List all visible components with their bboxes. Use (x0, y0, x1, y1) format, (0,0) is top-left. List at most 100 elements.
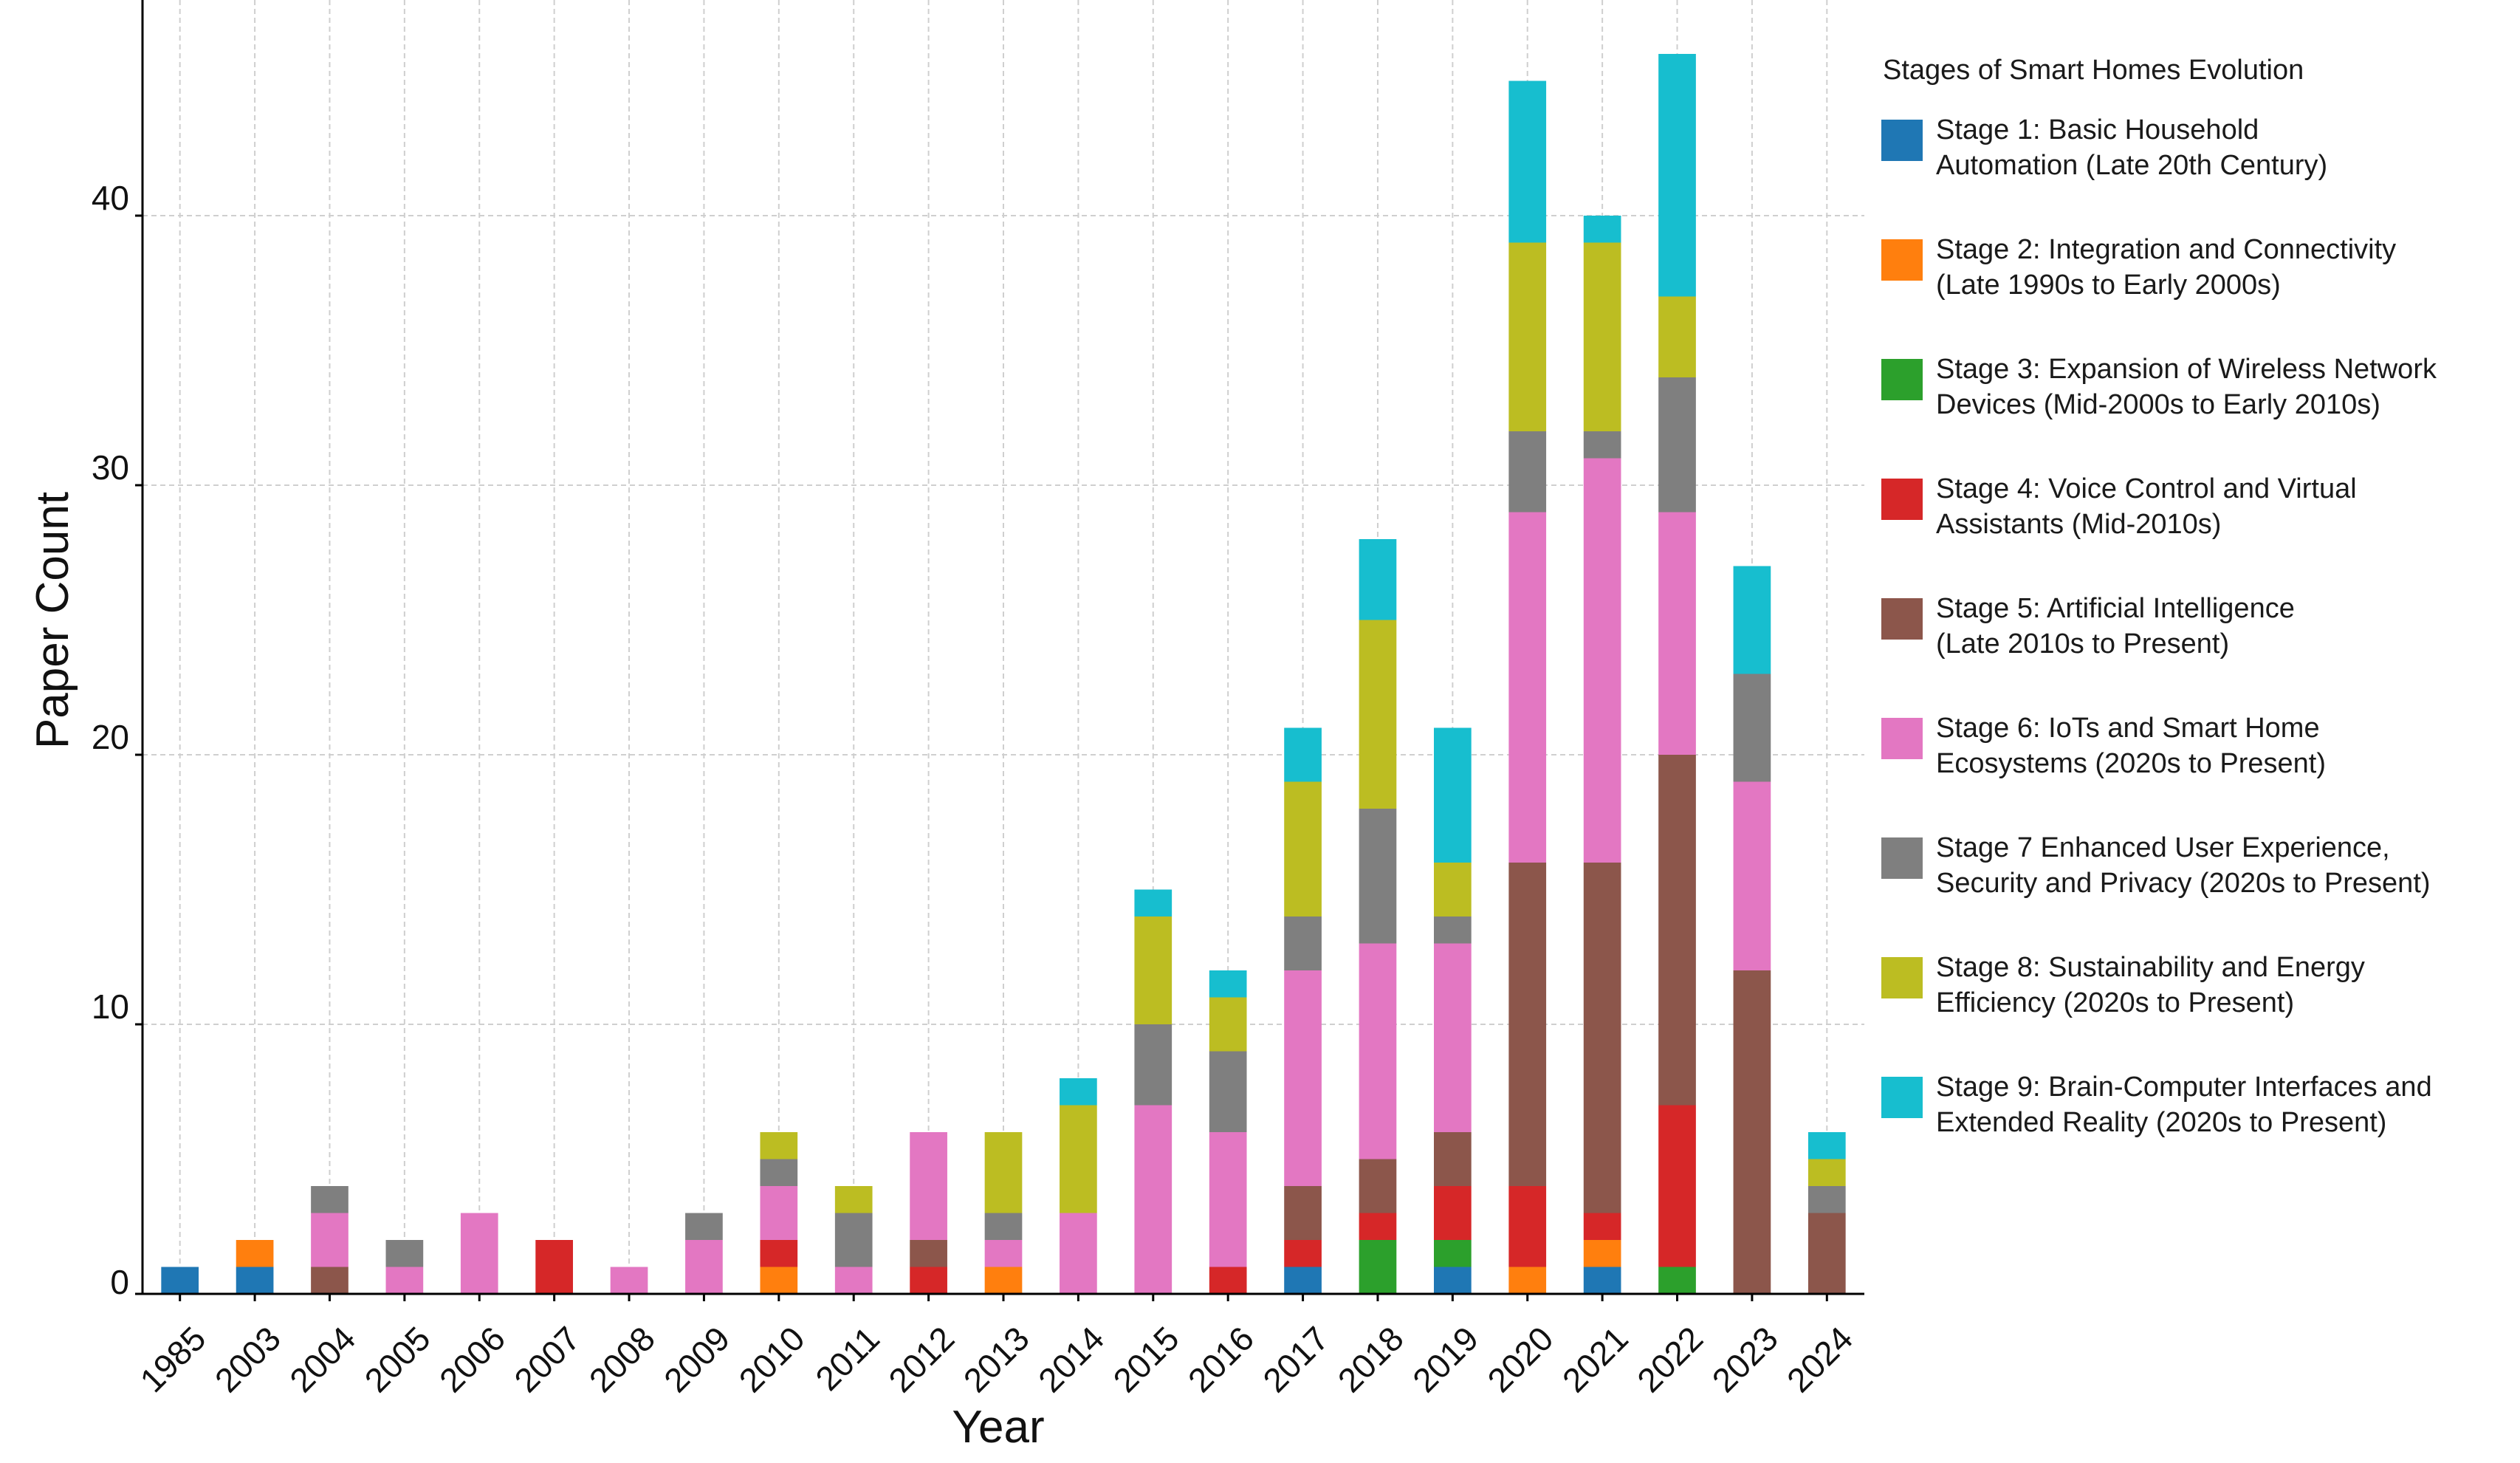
bar-segment (1434, 1186, 1472, 1240)
bar-segment (1359, 943, 1397, 1159)
bar-segment (1359, 1240, 1397, 1294)
x-tick-label: 2020 (1480, 1319, 1560, 1399)
x-tick-label: 2013 (956, 1319, 1037, 1399)
bar-segment (1434, 1267, 1472, 1294)
legend-item: Stage 8: Sustainability and Energy Effic… (1881, 950, 2516, 1069)
bar-segment (1134, 1024, 1173, 1106)
bar-segment (1583, 242, 1621, 431)
bar-segment (1434, 863, 1472, 916)
legend-swatch (1881, 479, 1923, 520)
bar-segment (1434, 1240, 1472, 1267)
x-tick-label: 2003 (207, 1319, 288, 1399)
x-tick-label: 2019 (1405, 1319, 1486, 1399)
bar-segment (1060, 1078, 1097, 1106)
bar-segment (311, 1213, 349, 1267)
bar-segment (385, 1267, 424, 1294)
bar-segment (385, 1240, 424, 1267)
x-tick-label: 2017 (1255, 1319, 1336, 1399)
bar-segment (236, 1267, 274, 1294)
bar-segment (1284, 916, 1322, 970)
legend-swatch (1881, 957, 1923, 998)
bar-segment (1508, 242, 1547, 431)
bar-segment (1434, 727, 1472, 863)
bar-segment (1209, 997, 1247, 1052)
bar-segment (1359, 620, 1397, 809)
legend-swatch (1881, 1077, 1923, 1118)
x-tick-label: 2007 (507, 1319, 587, 1399)
legend-label: Stage 6: IoTs and Smart Home Ecosystems … (1936, 713, 2326, 779)
bar-segment (1284, 1186, 1322, 1240)
y-tick-label: 40 (92, 179, 129, 217)
bar-segment (1658, 296, 1696, 377)
bar-segment (760, 1186, 798, 1240)
legend-label: Stage 5: Artificial Intelligence (Late 2… (1936, 593, 2295, 659)
bar-segment (1209, 1267, 1247, 1294)
x-tick-label: 2011 (808, 1319, 887, 1398)
legend-label: Stage 9: Brain-Computer Interfaces and E… (1936, 1072, 2432, 1138)
bar-segment (1134, 889, 1173, 916)
bar-segment (1658, 1267, 1696, 1294)
bar-segment (910, 1132, 947, 1240)
y-tick-label: 20 (92, 718, 129, 756)
bar-segment (1508, 863, 1547, 1186)
bar-segment (1658, 377, 1696, 513)
x-tick-label: 2024 (1779, 1319, 1860, 1399)
bar-segment (1508, 1186, 1547, 1267)
bar-segment (984, 1132, 1023, 1213)
bar-segment (834, 1267, 873, 1294)
bar-segment (760, 1240, 798, 1267)
bar-segment (1434, 943, 1472, 1132)
bar-segment (1733, 566, 1771, 674)
bar-segment (1658, 54, 1696, 297)
legend-swatch (1881, 837, 1923, 879)
bar-segment (1508, 80, 1547, 243)
bar-segment (1284, 727, 1322, 782)
x-tick-label: 2023 (1705, 1319, 1785, 1399)
bar-segment (1434, 916, 1472, 944)
bar-segment (685, 1213, 723, 1240)
legend-label: Stage 8: Sustainability and Energy Effic… (1936, 952, 2365, 1018)
x-tick-label: 2010 (732, 1319, 812, 1399)
bar-segment (1508, 512, 1547, 863)
bars (161, 54, 1846, 1294)
bar-segment (1733, 781, 1771, 970)
x-tick-label: 2009 (656, 1319, 737, 1399)
bar-segment (1284, 970, 1322, 1186)
x-tick-label: 2014 (1031, 1319, 1111, 1399)
legend-swatch (1881, 359, 1923, 400)
bar-segment (1583, 431, 1621, 459)
legend-swatch (1881, 718, 1923, 759)
legend-item: Stage 9: Brain-Computer Interfaces and E… (1881, 1069, 2516, 1189)
x-tick-label: 2018 (1331, 1319, 1411, 1399)
bar-segment (1733, 674, 1771, 782)
bar-segment (834, 1213, 873, 1267)
bar-segment (1284, 1267, 1322, 1294)
y-tick-label: 30 (92, 448, 129, 487)
y-tick-label: 10 (92, 987, 129, 1026)
bar-segment (1583, 863, 1621, 1213)
legend-item: Stage 4: Voice Control and Virtual Assis… (1881, 471, 2516, 591)
bar-segment (236, 1240, 274, 1267)
legend-label: Stage 1: Basic Household Automation (Lat… (1936, 114, 2328, 181)
bar-segment (1359, 1213, 1397, 1240)
bar-segment (1359, 539, 1397, 620)
legend-item: Stage 1: Basic Household Automation (Lat… (1881, 112, 2516, 232)
bar-segment (1583, 1213, 1621, 1240)
legend-items: Stage 1: Basic Household Automation (Lat… (1881, 112, 2516, 1189)
bar-segment (1508, 1267, 1547, 1294)
bar-segment (1807, 1213, 1846, 1294)
x-tick-label: 2008 (582, 1319, 662, 1399)
bar-segment (1583, 1267, 1621, 1294)
legend-swatch (1881, 120, 1923, 161)
bar-segment (760, 1267, 798, 1294)
legend-item: Stage 2: Integration and Connectivity (L… (1881, 232, 2516, 352)
bar-segment (311, 1186, 349, 1213)
bar-segment (1658, 755, 1696, 1106)
legend-item: Stage 7 Enhanced User Experience, Securi… (1881, 830, 2516, 950)
x-tick-label: 2016 (1181, 1319, 1261, 1399)
legend-swatch (1881, 239, 1923, 281)
bar-segment (1434, 1132, 1472, 1186)
legend-label: Stage 4: Voice Control and Virtual Assis… (1936, 473, 2357, 540)
bar-segment (161, 1267, 199, 1294)
bar-segment (610, 1267, 648, 1294)
